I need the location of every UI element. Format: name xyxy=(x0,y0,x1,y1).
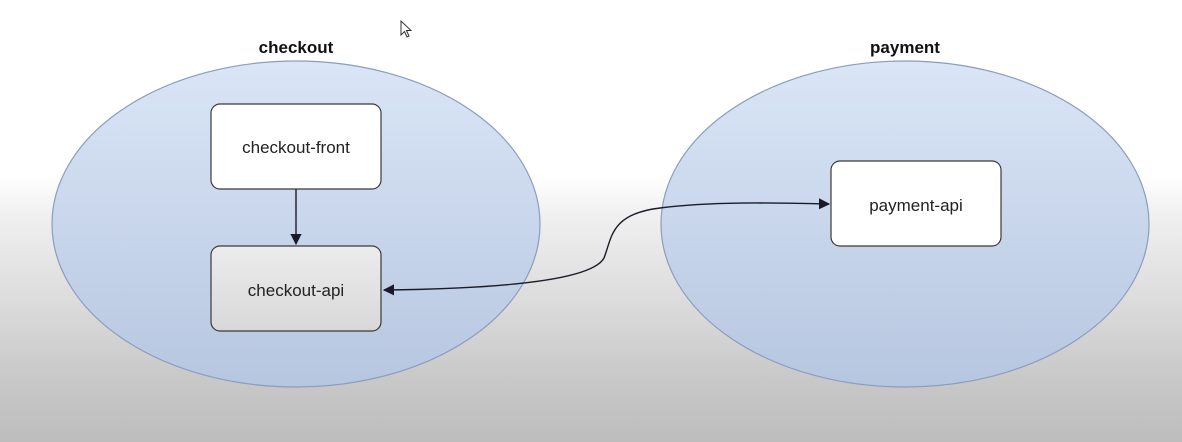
payment-api-label: payment-api xyxy=(869,196,963,215)
checkout-api-label: checkout-api xyxy=(248,281,344,300)
checkout-front-label: checkout-front xyxy=(242,138,350,157)
checkout-group-label: checkout xyxy=(259,38,334,57)
checkout-front-box[interactable] xyxy=(210,103,382,190)
checkout-api-box[interactable] xyxy=(210,245,382,332)
node-checkout-api[interactable]: checkout-api xyxy=(210,245,382,332)
payment-group-label: payment xyxy=(870,38,940,57)
edge-checkout-api-to-payment-api xyxy=(382,198,831,296)
mouse-cursor-icon xyxy=(400,19,413,38)
payment-api-box[interactable] xyxy=(830,160,1002,247)
node-payment-api[interactable]: payment-api xyxy=(830,160,1002,247)
node-checkout-front[interactable]: checkout-front xyxy=(210,103,382,190)
